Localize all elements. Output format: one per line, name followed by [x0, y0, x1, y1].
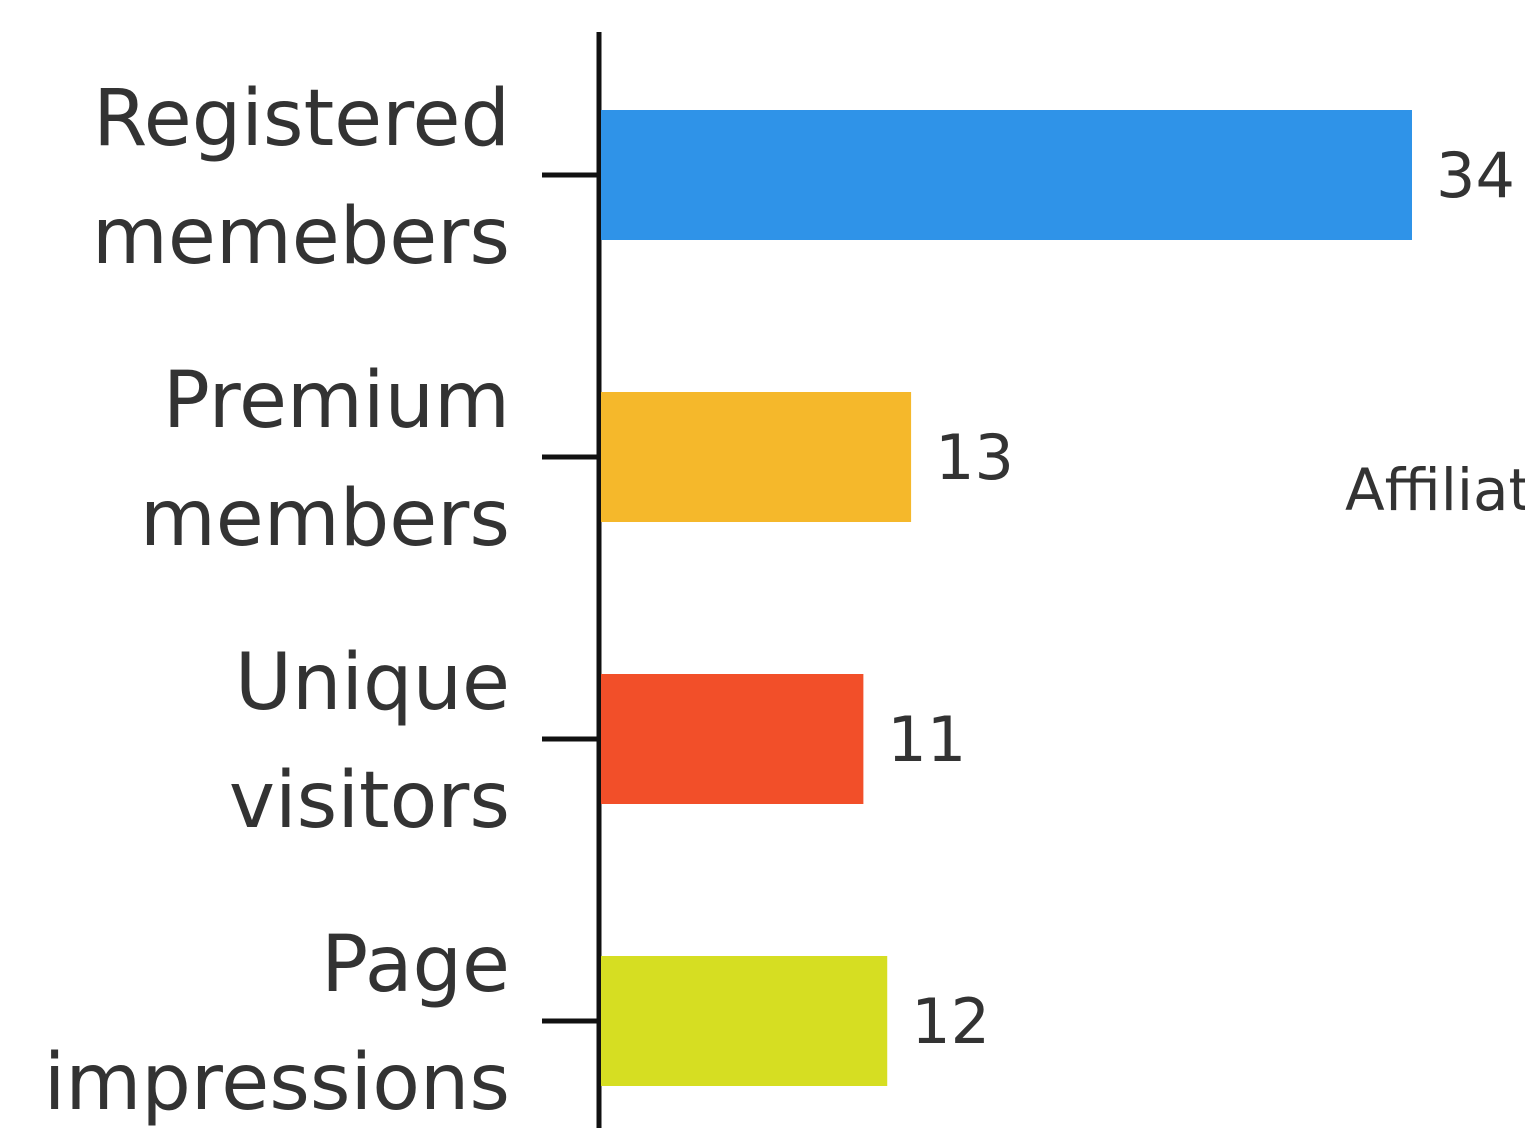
- bar-value-label: 12: [911, 985, 990, 1058]
- bar: [601, 392, 912, 522]
- category-label: visitors: [229, 756, 510, 846]
- category-label: impressions: [44, 1038, 510, 1128]
- annotation-label: Affiliat: [1345, 456, 1525, 524]
- bar: [601, 674, 864, 804]
- category-label: memebers: [92, 192, 510, 282]
- chart-marks: 34 Registered memebers 13 Premium members 11 Un…: [44, 74, 1515, 1128]
- category-label: Registered: [93, 74, 510, 164]
- category-label: Premium: [163, 356, 510, 446]
- category-label: Page: [321, 920, 510, 1010]
- bar: [601, 956, 888, 1086]
- bar-value-label: 34: [1436, 139, 1515, 212]
- bar-value-label: 11: [887, 703, 966, 776]
- bar: [601, 110, 1412, 240]
- bar-value-label: 13: [935, 421, 1014, 494]
- category-label: members: [140, 474, 510, 564]
- category-label: Unique: [235, 638, 510, 728]
